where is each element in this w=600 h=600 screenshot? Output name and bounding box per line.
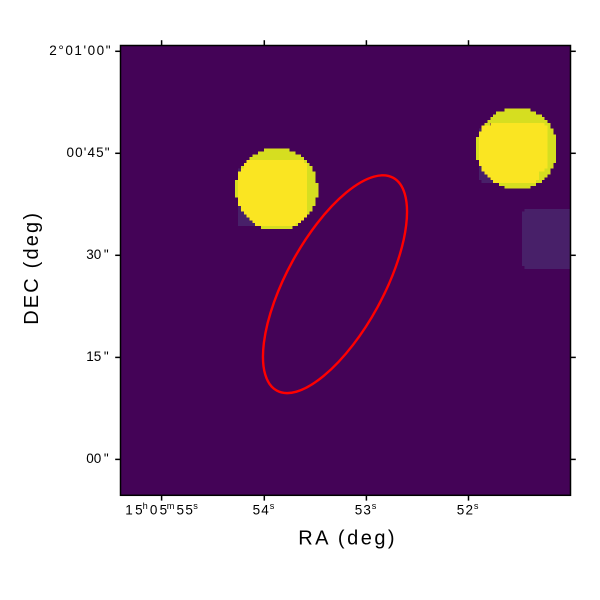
svg-text:2°01'00": 2°01'00" xyxy=(49,43,110,58)
svg-text:15: 15 xyxy=(125,503,142,518)
svg-text:s: s xyxy=(372,501,377,511)
svg-text:m: m xyxy=(167,501,175,511)
svg-text:DEC (deg): DEC (deg) xyxy=(21,213,43,325)
svg-text:h: h xyxy=(143,501,148,511)
svg-text:53: 53 xyxy=(355,503,371,518)
svg-text:": " xyxy=(104,247,109,262)
svg-text:s: s xyxy=(270,501,275,511)
svg-text:52: 52 xyxy=(457,503,473,518)
svg-text:00: 00 xyxy=(86,451,101,466)
svg-text:": " xyxy=(104,349,109,364)
svg-text:s: s xyxy=(474,501,479,511)
svg-text:RA (deg): RA (deg) xyxy=(298,527,394,549)
svg-text:": " xyxy=(104,451,109,466)
svg-text:s: s xyxy=(193,501,198,511)
svg-text:30: 30 xyxy=(86,247,101,262)
svg-text:54: 54 xyxy=(253,503,270,518)
svg-text:00'45": 00'45" xyxy=(67,145,110,160)
svg-text:05: 05 xyxy=(150,503,167,518)
svg-text:15: 15 xyxy=(86,349,101,364)
svg-text:55: 55 xyxy=(177,503,193,518)
